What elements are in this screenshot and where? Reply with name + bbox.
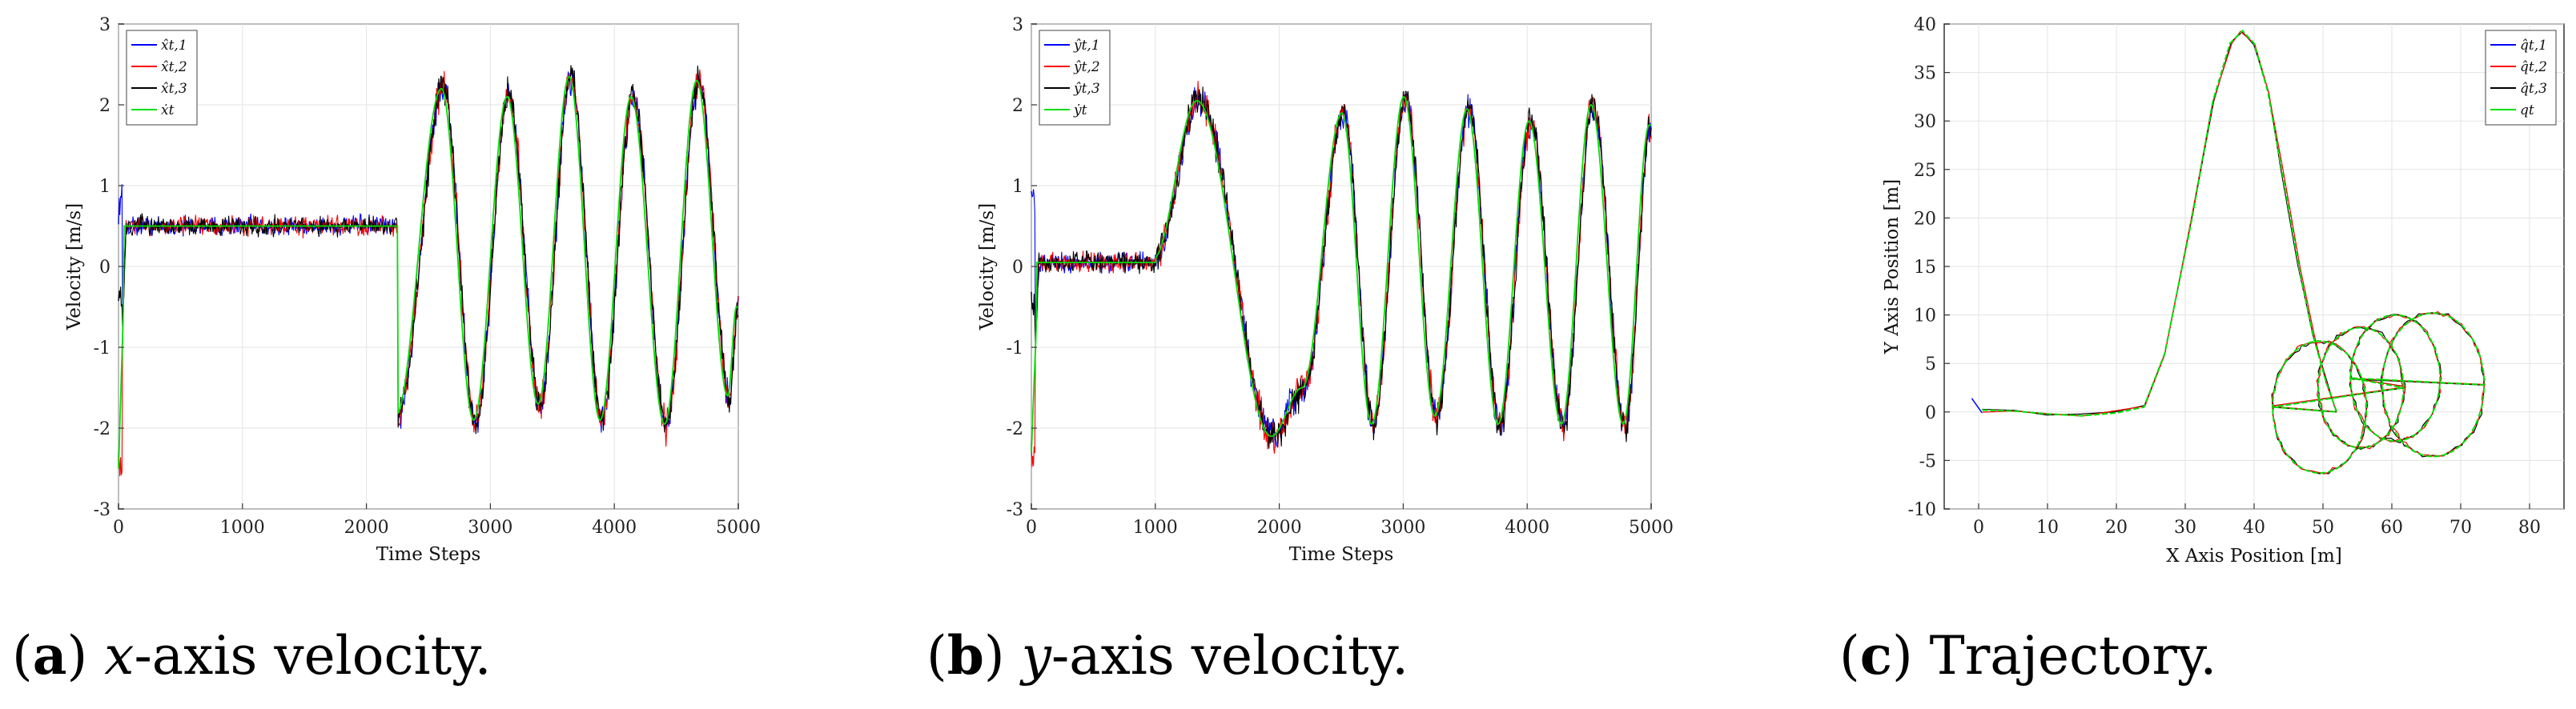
legend-label: q̂t,3 <box>2520 81 2547 97</box>
legend-label: q̂t,2 <box>2520 59 2547 75</box>
y-tick-label: 3 <box>99 15 111 35</box>
x-tick-label: 3000 <box>1380 518 1425 538</box>
y-tick-label: -1 <box>1007 338 1023 359</box>
y-tick-label: 10 <box>1914 306 1936 326</box>
x-tick-label: 10 <box>2036 518 2059 538</box>
y-axis-label-a: Velocity [m/s] <box>64 203 85 330</box>
legend-label: ŷt,1 <box>1073 38 1100 54</box>
panel-b: 0 1000 2000 3000 4000 5000 -3 -2 -1 0 1 2 3 Time St… <box>926 15 1674 687</box>
x-tick-label: 3000 <box>468 518 512 538</box>
y-tick-label: 40 <box>1914 15 1936 35</box>
x-tick-label: 5000 <box>716 518 761 538</box>
y-tick-label: 1 <box>1012 177 1023 197</box>
legend-label: q̂t,1 <box>2520 38 2547 54</box>
legend-label: x̂t,1 <box>161 38 187 54</box>
legend-label: x̂t,3 <box>161 81 187 97</box>
x-tick-label: 50 <box>2312 518 2334 538</box>
y-tick-label: -2 <box>94 419 111 439</box>
x-tick-label: 0 <box>113 518 124 538</box>
x-tick-label: 2000 <box>1257 518 1302 538</box>
y-tick-label: -1 <box>94 338 111 359</box>
panel-c: 0 10 20 30 40 50 60 70 80 -10-50510152025303540 … <box>1839 15 2565 687</box>
x-tick-label: 0 <box>1973 518 1984 538</box>
y-tick-label: 2 <box>99 96 111 116</box>
series-line-3 <box>1031 95 1651 453</box>
y-tick-label: 2 <box>1012 96 1023 116</box>
y-tick-label: -10 <box>1908 500 1936 520</box>
caption-text-b: -axis velocity. <box>1051 625 1409 687</box>
y-tick-label: 5 <box>1925 354 1936 375</box>
grid-c <box>1944 23 2564 510</box>
y-tick-label: -5 <box>1919 451 1936 471</box>
caption-c: (c) Trajectory. <box>1839 624 2216 687</box>
traces-a <box>118 65 739 477</box>
caption-a: (a) x-axis velocity. <box>12 624 492 687</box>
legend-label: ẋt <box>161 102 175 118</box>
caption-text-a: -axis velocity. <box>134 625 491 687</box>
caption-text-c: Trajectory. <box>1930 625 2217 687</box>
y-tick-label: 15 <box>1914 258 1936 278</box>
x-tick-label: 0 <box>1026 518 1037 538</box>
legend-c: q̂t,1 q̂t,2 q̂t,3 qt <box>2485 30 2557 126</box>
caption-italic-b: y <box>1019 625 1052 687</box>
x-tick-label: 4000 <box>1505 518 1549 538</box>
y-tick-label: 3 <box>1012 15 1023 35</box>
y-tick-label: 25 <box>1914 161 1936 181</box>
legend-label: x̂t,2 <box>161 59 187 75</box>
grid-b <box>1031 23 1652 510</box>
legend-label: ŷt,2 <box>1073 59 1100 75</box>
legend-label: qt <box>2520 102 2534 118</box>
x-tick-label: 20 <box>2105 518 2128 538</box>
x-tick-label: 2000 <box>344 518 389 538</box>
y-tick-label: 35 <box>1914 64 1936 84</box>
y-tick-label: 0 <box>99 258 111 278</box>
caption-letter-b: b <box>947 624 984 687</box>
x-tick-label: 30 <box>2174 518 2196 538</box>
caption-letter-c: c <box>1860 624 1892 687</box>
caption-italic-a: x <box>104 625 134 687</box>
y-axis-label-c: Y Axis Position [m] <box>1882 179 1903 354</box>
series-line-2 <box>1031 86 1652 449</box>
y-tick-label: -3 <box>1007 500 1023 520</box>
y-tick-label: 30 <box>1914 112 1936 132</box>
x-tick-label: 70 <box>2449 518 2472 538</box>
x-tick-label: 60 <box>2381 518 2403 538</box>
x-ticks-a: 0 1000 2000 3000 4000 5000 <box>113 503 761 538</box>
traces-c <box>1971 30 2486 475</box>
x-axis-label-a: Time Steps <box>376 544 481 565</box>
legend-b: ŷt,1 ŷt,2 ŷt,3 ẏt <box>1039 30 1111 126</box>
panel-a: 0 1000 2000 3000 4000 5000 -3 -2 -1 0 1 2 3 Time St… <box>12 15 761 687</box>
traces-b <box>1031 81 1652 467</box>
x-axis-label-c: X Axis Position [m] <box>2166 546 2342 567</box>
x-tick-label: 80 <box>2518 518 2541 538</box>
y-ticks-a: -3 -2 -1 0 1 2 3 <box>94 15 124 520</box>
series-line-3 <box>118 75 738 469</box>
y-axis-label-b: Velocity [m/s] <box>977 203 998 330</box>
y-tick-label: 20 <box>1914 209 1936 229</box>
x-tick-label: 40 <box>2243 518 2265 538</box>
legend-label: ẏt <box>1073 102 1087 118</box>
x-tick-label: 1000 <box>220 518 265 538</box>
x-tick-label: 5000 <box>1629 518 1674 538</box>
y-tick-label: 0 <box>1925 403 1936 423</box>
x-ticks-c: 0 10 20 30 40 50 60 70 80 <box>1973 503 2541 538</box>
x-tick-label: 4000 <box>592 518 637 538</box>
y-tick-label: 0 <box>1012 258 1023 278</box>
y-ticks-c: -10 -5 0 5 10 15 20 25 30 35 40 <box>1908 15 1950 520</box>
x-tick-label: 1000 <box>1133 518 1178 538</box>
y-tick-label: 1 <box>99 177 111 197</box>
caption-letter-a: a <box>33 624 67 687</box>
y-ticks-b: -3 -2 -1 0 1 2 3 <box>1007 15 1037 520</box>
x-ticks-b: 0 1000 2000 3000 4000 5000 <box>1026 503 1674 538</box>
x-axis-label-b: Time Steps <box>1289 544 1394 565</box>
series-line-3 <box>1982 30 2486 475</box>
series-line-0 <box>1971 398 1983 414</box>
y-tick-label: -2 <box>1007 419 1023 439</box>
legend-a: x̂t,1 x̂t,2 x̂t,3 ẋt <box>126 30 198 126</box>
caption-b: (b) y-axis velocity. <box>926 624 1409 687</box>
y-tick-label: -3 <box>94 500 111 520</box>
legend-label: ŷt,3 <box>1073 81 1100 97</box>
